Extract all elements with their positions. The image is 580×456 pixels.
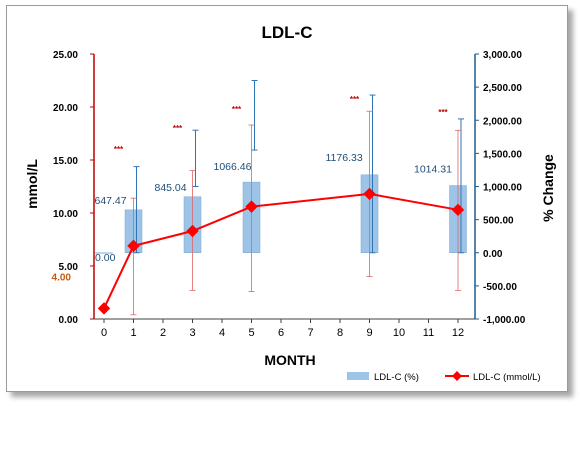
legend-label-line: LDL-C (mmol/L) <box>473 372 541 383</box>
x-tick-label: 9 <box>366 327 372 339</box>
x-tick-label: 2 <box>160 327 166 339</box>
x-tick-label: 7 <box>307 327 313 339</box>
left-tick-label: 0.00 <box>59 315 79 326</box>
right-tick-label: -500.00 <box>483 282 517 293</box>
left-tick-label: 20.00 <box>53 103 78 114</box>
x-tick-label: 5 <box>248 327 254 339</box>
line-marker <box>245 200 258 213</box>
legend: LDL-C (%) LDL-C (mmol/L) <box>347 371 541 383</box>
left-reference-label: 4.00 <box>52 273 72 284</box>
x-tick-label: 3 <box>189 327 195 339</box>
left-tick-label: 5.00 <box>59 262 79 273</box>
significance-stars: *** <box>173 124 183 133</box>
right-tick-label: 1,500.00 <box>483 149 522 160</box>
line-ldl-mmol <box>103 192 459 309</box>
x-tick-label: 8 <box>337 327 343 339</box>
chart-title: LDL-C <box>262 23 313 42</box>
bar-data-label: 0.00 <box>95 252 116 264</box>
right-tick-label: 2,000.00 <box>483 116 522 127</box>
x-tick-label: 0 <box>101 327 107 339</box>
bar-data-label: 1176.33 <box>326 152 363 164</box>
significance-stars: *** <box>114 145 124 154</box>
bar-ldl-percent <box>95 252 113 254</box>
line-marker <box>97 302 111 315</box>
right-tick-label: 500.00 <box>483 216 514 227</box>
x-tick-label: 4 <box>219 327 225 339</box>
right-tick-label: 1,000.00 <box>483 183 522 194</box>
x-tick-label: 11 <box>423 327 434 339</box>
significance-stars: *** <box>350 95 360 104</box>
line-marker <box>127 239 140 253</box>
line-marker <box>363 187 376 201</box>
left-tick-label: 10.00 <box>53 209 78 220</box>
right-tick-label: 3,000.00 <box>483 50 522 61</box>
left-tick-label: 25.00 <box>53 50 78 61</box>
legend-label-bar: LDL-C (%) <box>374 372 419 383</box>
line-marker <box>451 203 465 217</box>
line-marker <box>186 224 199 238</box>
legend-swatch-bar <box>347 372 369 380</box>
bar-data-label: 845.04 <box>155 182 187 194</box>
chart-frame: LDL-C mmol/L % Change MONTH 0.00 5.00 10.0… <box>6 5 568 392</box>
bar-data-label: 1014.31 <box>414 164 452 176</box>
legend-swatch-marker <box>452 371 462 381</box>
right-tick-label: 2,500.00 <box>483 83 522 94</box>
right-tick-label: -1,000.00 <box>483 315 526 326</box>
bar-data-label: 647.47 <box>95 195 127 207</box>
x-tick-label: 12 <box>452 327 464 339</box>
significance-stars: *** <box>438 108 448 117</box>
bar-data-label: 1066.46 <box>214 161 252 173</box>
x-tick-label: 10 <box>393 327 405 339</box>
chart: LDL-C mmol/L % Change MONTH 0.005.0010.0… <box>24 23 556 383</box>
plot-area: 0.005.0010.0015.0020.0025.004.00-1,000.0… <box>52 50 526 339</box>
right-tick-label: 0.00 <box>483 249 503 260</box>
right-axis-title: % Change <box>540 154 556 222</box>
x-tick-label: 1 <box>130 327 136 339</box>
left-axis-title: mmol/L <box>24 159 40 209</box>
significance-stars: *** <box>232 105 242 114</box>
left-tick-label: 15.00 <box>53 156 78 167</box>
x-tick-label: 6 <box>278 327 284 339</box>
x-axis-title: MONTH <box>264 352 315 368</box>
